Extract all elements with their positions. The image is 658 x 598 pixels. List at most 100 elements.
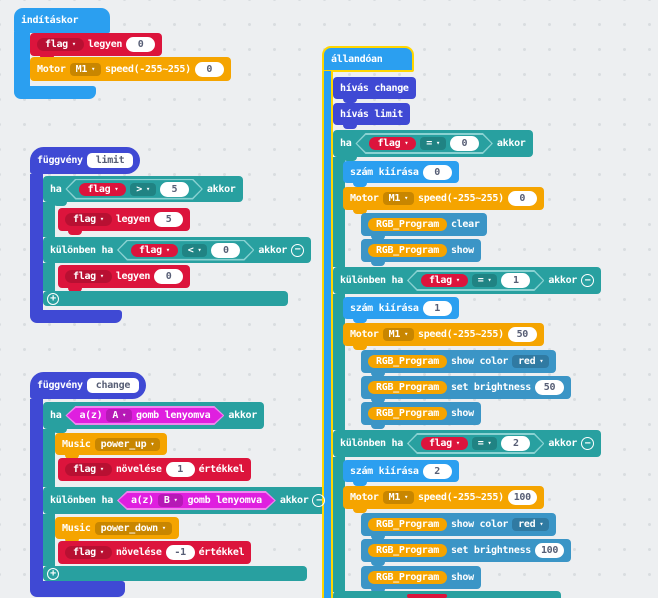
remove-branch-button[interactable]: − xyxy=(291,243,305,257)
motor-speed-block[interactable]: Motor M1 ▾ speed(-255~255) 50 xyxy=(343,323,544,350)
if-row[interactable]: ha flag ▾ = ▾ 0 akkor xyxy=(333,130,533,161)
function-change-spine[interactable] xyxy=(30,399,43,581)
set-variable-block[interactable]: flag ▾ legyen 0 xyxy=(58,265,191,292)
show-number-block[interactable]: szám kiírása 2 xyxy=(343,460,459,486)
remove-branch-button[interactable]: − xyxy=(312,494,326,507)
show-number-block[interactable]: szám kiírása 1 xyxy=(343,297,459,323)
motor-speed-block[interactable]: Motor M1 ▾ speed(-255~255) 0 xyxy=(343,187,544,214)
number-input[interactable]: 0 xyxy=(422,164,452,180)
comparison-dropdown[interactable]: = ▾ xyxy=(471,274,498,287)
motor-speed-block[interactable]: Motor M1 ▾ speed(-255~255) 0 xyxy=(30,57,231,81)
motor-port-dropdown[interactable]: M1 ▾ xyxy=(382,491,414,504)
else-if-row[interactable]: különben ha flag ▾ < ▾ 0 akkor − xyxy=(43,237,312,263)
if-spine[interactable] xyxy=(333,294,345,430)
forever-block[interactable]: állandóan xyxy=(322,46,414,72)
number-input[interactable]: 5 xyxy=(154,212,184,227)
condition-hexagon[interactable]: flag ▾ = ▾ 2 xyxy=(407,433,544,454)
add-branch-row[interactable]: + xyxy=(43,291,288,306)
on-start-spine[interactable] xyxy=(14,32,30,86)
function-change-block[interactable]: függvény change xyxy=(30,372,147,399)
number-input[interactable]: 50 xyxy=(507,327,537,342)
music-block[interactable]: Music power_down ▾ xyxy=(55,517,179,543)
show-number-block[interactable]: szám kiírása 0 xyxy=(343,161,459,187)
else-if-row-partial[interactable] xyxy=(333,591,561,598)
comparison-dropdown[interactable]: = ▾ xyxy=(471,437,498,450)
if-spine[interactable] xyxy=(333,457,345,592)
remove-branch-button[interactable]: − xyxy=(581,437,595,450)
function-name-field[interactable]: limit xyxy=(86,153,134,168)
function-name-field[interactable]: change xyxy=(86,378,140,393)
rgb-show-color-block[interactable]: RGB_Program show color red ▾ xyxy=(361,350,557,377)
if-row[interactable]: ha a(z) A ▾ gomb lenyomva akkor xyxy=(43,402,264,433)
if-spine[interactable] xyxy=(43,263,55,291)
variable-pill[interactable]: flag ▾ xyxy=(369,137,417,150)
number-input[interactable]: -1 xyxy=(165,545,195,560)
if-spine[interactable] xyxy=(43,202,55,237)
number-input[interactable]: 0 xyxy=(194,61,224,77)
number-input[interactable]: 5 xyxy=(159,181,189,197)
number-input[interactable]: 0 xyxy=(449,136,479,151)
number-input[interactable]: 100 xyxy=(507,490,537,505)
if-spine[interactable] xyxy=(43,429,55,487)
number-input[interactable]: 1 xyxy=(422,300,452,316)
rgb-show-block[interactable]: RGB_Program show xyxy=(361,402,481,429)
call-function-limit-block[interactable]: hívás limit xyxy=(333,103,410,129)
button-dropdown[interactable]: A ▾ xyxy=(106,409,132,422)
add-branch-button[interactable]: + xyxy=(47,567,59,580)
variable-pill[interactable]: flag ▾ xyxy=(79,182,127,196)
on-start-foot[interactable] xyxy=(14,86,96,99)
motor-port-dropdown[interactable]: M1 ▾ xyxy=(382,192,414,205)
variable-dropdown[interactable]: flag ▾ xyxy=(65,270,112,283)
variable-pill-partial[interactable] xyxy=(407,594,447,598)
add-branch-button[interactable]: + xyxy=(47,292,59,305)
color-dropdown[interactable]: red ▾ xyxy=(512,355,550,368)
number-input[interactable]: 0 xyxy=(154,269,184,284)
variable-pill[interactable]: flag ▾ xyxy=(420,274,468,287)
set-variable-block[interactable]: flag ▾ legyen 0 xyxy=(30,33,163,60)
if-spine[interactable] xyxy=(333,157,345,267)
color-dropdown[interactable]: red ▾ xyxy=(512,518,550,531)
rgb-clear-block[interactable]: RGB_Program clear xyxy=(361,213,487,240)
variable-dropdown[interactable]: flag ▾ xyxy=(37,38,84,51)
forever-spine[interactable] xyxy=(322,71,333,598)
number-input[interactable]: 1 xyxy=(165,462,195,477)
else-if-row[interactable]: különben ha a(z) B ▾ gomb lenyomva akkor… xyxy=(43,487,333,514)
condition-hexagon[interactable]: flag ▾ < ▾ 0 xyxy=(117,240,254,261)
comparison-dropdown[interactable]: > ▾ xyxy=(130,182,156,196)
function-limit-spine[interactable] xyxy=(30,174,43,310)
number-input[interactable]: 2 xyxy=(422,463,452,479)
motor-port-dropdown[interactable]: M1 ▾ xyxy=(69,62,101,76)
button-pressed-hexagon[interactable]: a(z) B ▾ gomb lenyomva xyxy=(117,491,276,510)
if-spine[interactable] xyxy=(43,514,55,566)
motor-speed-block[interactable]: Motor M1 ▾ speed(-255~255) 100 xyxy=(343,486,544,513)
remove-branch-button[interactable]: − xyxy=(581,274,595,287)
comparison-dropdown[interactable]: = ▾ xyxy=(420,137,446,150)
variable-pill[interactable]: flag ▾ xyxy=(130,243,178,257)
sound-dropdown[interactable]: power_up ▾ xyxy=(94,437,161,451)
variable-dropdown[interactable]: flag ▾ xyxy=(65,546,112,559)
variable-dropdown[interactable]: flag ▾ xyxy=(65,463,112,476)
number-input[interactable]: 100 xyxy=(535,543,565,558)
condition-hexagon[interactable]: flag ▾ = ▾ 1 xyxy=(407,270,544,291)
else-if-row[interactable]: különben ha flag ▾ = ▾ 1 akkor − xyxy=(333,267,602,294)
condition-hexagon[interactable]: flag ▾ > ▾ 5 xyxy=(65,179,202,200)
rgb-show-block[interactable]: RGB_Program show xyxy=(361,239,481,266)
number-input[interactable]: 0 xyxy=(211,242,241,258)
rgb-show-block[interactable]: RGB_Program show xyxy=(361,566,481,593)
if-row[interactable]: ha flag ▾ > ▾ 5 akkor xyxy=(43,176,243,206)
add-branch-row[interactable]: + xyxy=(43,566,307,581)
change-variable-block[interactable]: flag ▾ növelése -1 értékkel xyxy=(58,541,252,564)
button-pressed-hexagon[interactable]: a(z) A ▾ gomb lenyomva xyxy=(65,406,224,425)
else-if-row[interactable]: különben ha flag ▾ = ▾ 2 akkor − xyxy=(333,430,602,457)
rgb-show-color-block[interactable]: RGB_Program show color red ▾ xyxy=(361,513,557,540)
motor-port-dropdown[interactable]: M1 ▾ xyxy=(382,328,414,341)
rgb-brightness-block[interactable]: RGB_Program set brightness 50 xyxy=(361,376,572,403)
function-limit-block[interactable]: függvény limit xyxy=(30,147,141,174)
number-input[interactable]: 1 xyxy=(501,273,531,288)
on-start-block[interactable]: indításkor xyxy=(14,8,110,33)
music-block[interactable]: Music power_up ▾ xyxy=(55,433,168,459)
comparison-dropdown[interactable]: < ▾ xyxy=(181,243,208,257)
button-dropdown[interactable]: B ▾ xyxy=(157,494,184,507)
function-change-foot[interactable] xyxy=(30,581,125,597)
function-limit-foot[interactable] xyxy=(30,310,122,323)
